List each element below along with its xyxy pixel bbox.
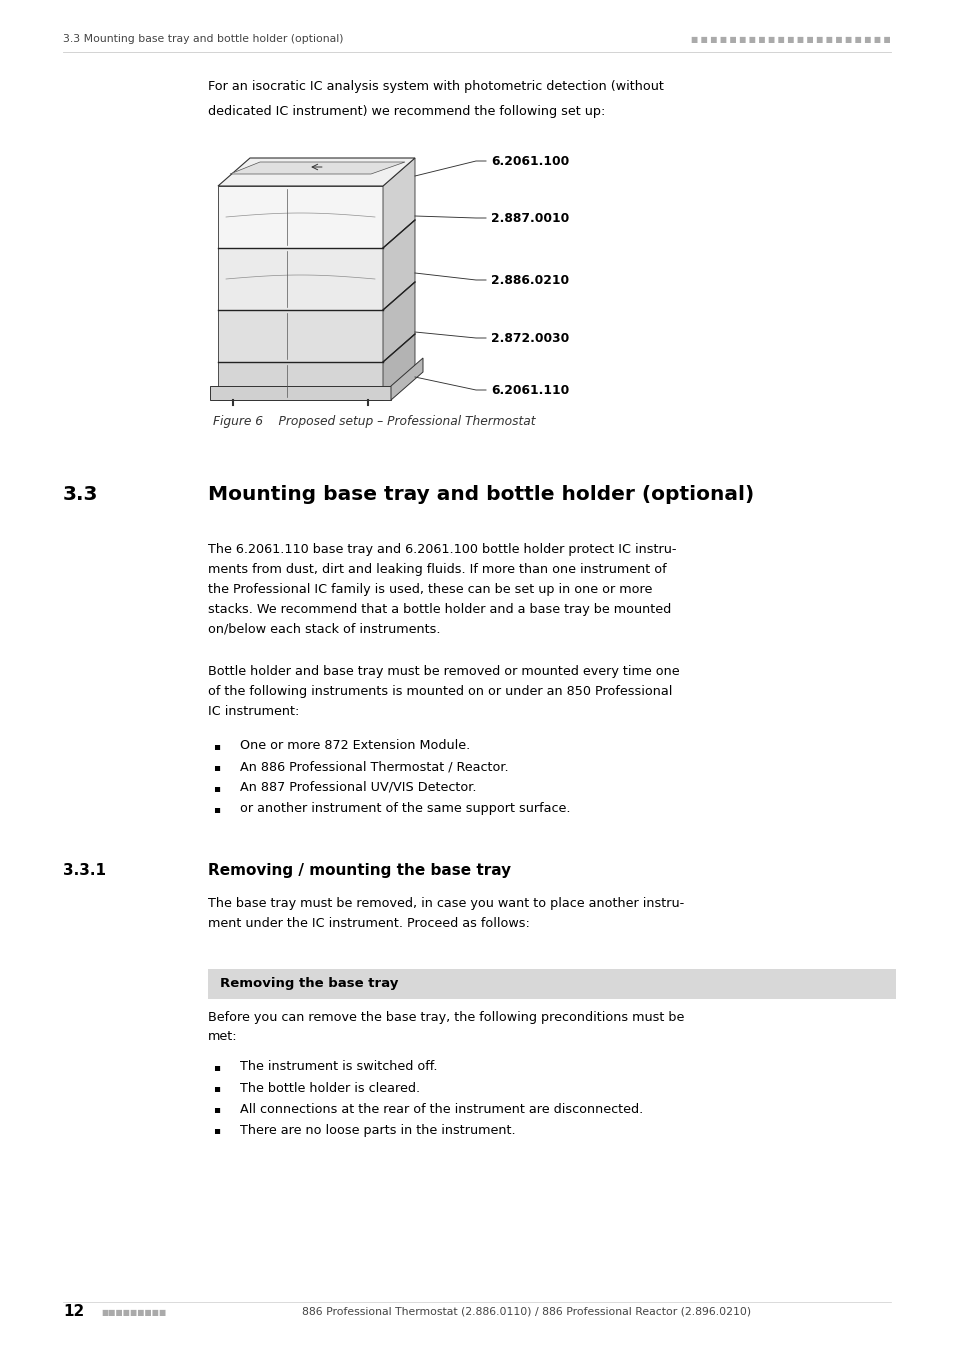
Text: The base tray must be removed, in case you want to place another instru-: The base tray must be removed, in case y… <box>208 896 683 910</box>
Text: 6.2061.100: 6.2061.100 <box>491 154 569 167</box>
Text: met:: met: <box>208 1030 237 1044</box>
Text: ▪: ▪ <box>213 805 220 814</box>
Text: Figure 6    Proposed setup – Professional Thermostat: Figure 6 Proposed setup – Professional T… <box>213 414 535 428</box>
Text: For an isocratic IC analysis system with photometric detection (without: For an isocratic IC analysis system with… <box>208 80 663 93</box>
Text: All connections at the rear of the instrument are disconnected.: All connections at the rear of the instr… <box>240 1103 642 1115</box>
Text: The 6.2061.110 base tray and 6.2061.100 bottle holder protect IC instru-: The 6.2061.110 base tray and 6.2061.100 … <box>208 543 676 556</box>
Polygon shape <box>391 358 422 400</box>
Text: ▪: ▪ <box>213 1084 220 1094</box>
Polygon shape <box>382 282 415 362</box>
Text: ■■■■■■■■■: ■■■■■■■■■ <box>101 1308 166 1316</box>
Polygon shape <box>210 386 391 400</box>
Text: 12: 12 <box>63 1304 84 1319</box>
Text: ■ ■ ■ ■ ■ ■ ■ ■ ■ ■ ■ ■ ■ ■ ■ ■ ■ ■ ■ ■ ■: ■ ■ ■ ■ ■ ■ ■ ■ ■ ■ ■ ■ ■ ■ ■ ■ ■ ■ ■ ■ … <box>691 35 890 45</box>
Polygon shape <box>218 310 382 362</box>
Polygon shape <box>218 158 415 186</box>
Text: 2.886.0210: 2.886.0210 <box>491 274 569 286</box>
Polygon shape <box>382 333 415 400</box>
Text: The bottle holder is cleared.: The bottle holder is cleared. <box>240 1081 419 1095</box>
Text: 6.2061.110: 6.2061.110 <box>491 383 569 397</box>
Text: of the following instruments is mounted on or under an 850 Professional: of the following instruments is mounted … <box>208 684 672 698</box>
Polygon shape <box>230 162 405 174</box>
Text: the Professional IC family is used, these can be set up in one or more: the Professional IC family is used, thes… <box>208 583 652 595</box>
Text: 3.3 Mounting base tray and bottle holder (optional): 3.3 Mounting base tray and bottle holder… <box>63 34 343 45</box>
Text: ▪: ▪ <box>213 1126 220 1135</box>
Text: IC instrument:: IC instrument: <box>208 705 299 718</box>
Text: Removing the base tray: Removing the base tray <box>220 977 398 991</box>
Text: Before you can remove the base tray, the following preconditions must be: Before you can remove the base tray, the… <box>208 1011 683 1023</box>
FancyBboxPatch shape <box>208 969 895 999</box>
Polygon shape <box>382 158 415 248</box>
Text: Bottle holder and base tray must be removed or mounted every time one: Bottle holder and base tray must be remo… <box>208 666 679 678</box>
Text: stacks. We recommend that a bottle holder and a base tray be mounted: stacks. We recommend that a bottle holde… <box>208 603 671 616</box>
Text: 886 Professional Thermostat (2.886.0110) / 886 Professional Reactor (2.896.0210): 886 Professional Thermostat (2.886.0110)… <box>302 1307 751 1318</box>
Text: An 886 Professional Thermostat / Reactor.: An 886 Professional Thermostat / Reactor… <box>240 760 508 774</box>
Text: An 887 Professional UV/VIS Detector.: An 887 Professional UV/VIS Detector. <box>240 782 476 794</box>
Text: ment under the IC instrument. Proceed as follows:: ment under the IC instrument. Proceed as… <box>208 917 529 930</box>
Text: ments from dust, dirt and leaking fluids. If more than one instrument of: ments from dust, dirt and leaking fluids… <box>208 563 666 576</box>
Text: 3.3: 3.3 <box>63 485 98 504</box>
Text: 2.872.0030: 2.872.0030 <box>491 332 569 344</box>
Text: 2.887.0010: 2.887.0010 <box>491 212 569 224</box>
Text: dedicated IC instrument) we recommend the following set up:: dedicated IC instrument) we recommend th… <box>208 105 605 117</box>
Text: 3.3.1: 3.3.1 <box>63 863 106 878</box>
Polygon shape <box>382 220 415 310</box>
Polygon shape <box>218 186 382 248</box>
Text: ▪: ▪ <box>213 761 220 772</box>
Text: or another instrument of the same support surface.: or another instrument of the same suppor… <box>240 802 570 815</box>
Text: ▪: ▪ <box>213 783 220 792</box>
Text: ▪: ▪ <box>213 1062 220 1072</box>
Polygon shape <box>218 362 382 400</box>
Text: The instrument is switched off.: The instrument is switched off. <box>240 1061 437 1073</box>
Polygon shape <box>218 248 382 310</box>
Text: There are no loose parts in the instrument.: There are no loose parts in the instrume… <box>240 1123 515 1137</box>
Text: One or more 872 Extension Module.: One or more 872 Extension Module. <box>240 738 470 752</box>
Text: ▪: ▪ <box>213 741 220 751</box>
Text: on/below each stack of instruments.: on/below each stack of instruments. <box>208 622 440 636</box>
Text: Mounting base tray and bottle holder (optional): Mounting base tray and bottle holder (op… <box>208 485 754 504</box>
Text: Removing / mounting the base tray: Removing / mounting the base tray <box>208 863 511 878</box>
Text: ▪: ▪ <box>213 1104 220 1115</box>
